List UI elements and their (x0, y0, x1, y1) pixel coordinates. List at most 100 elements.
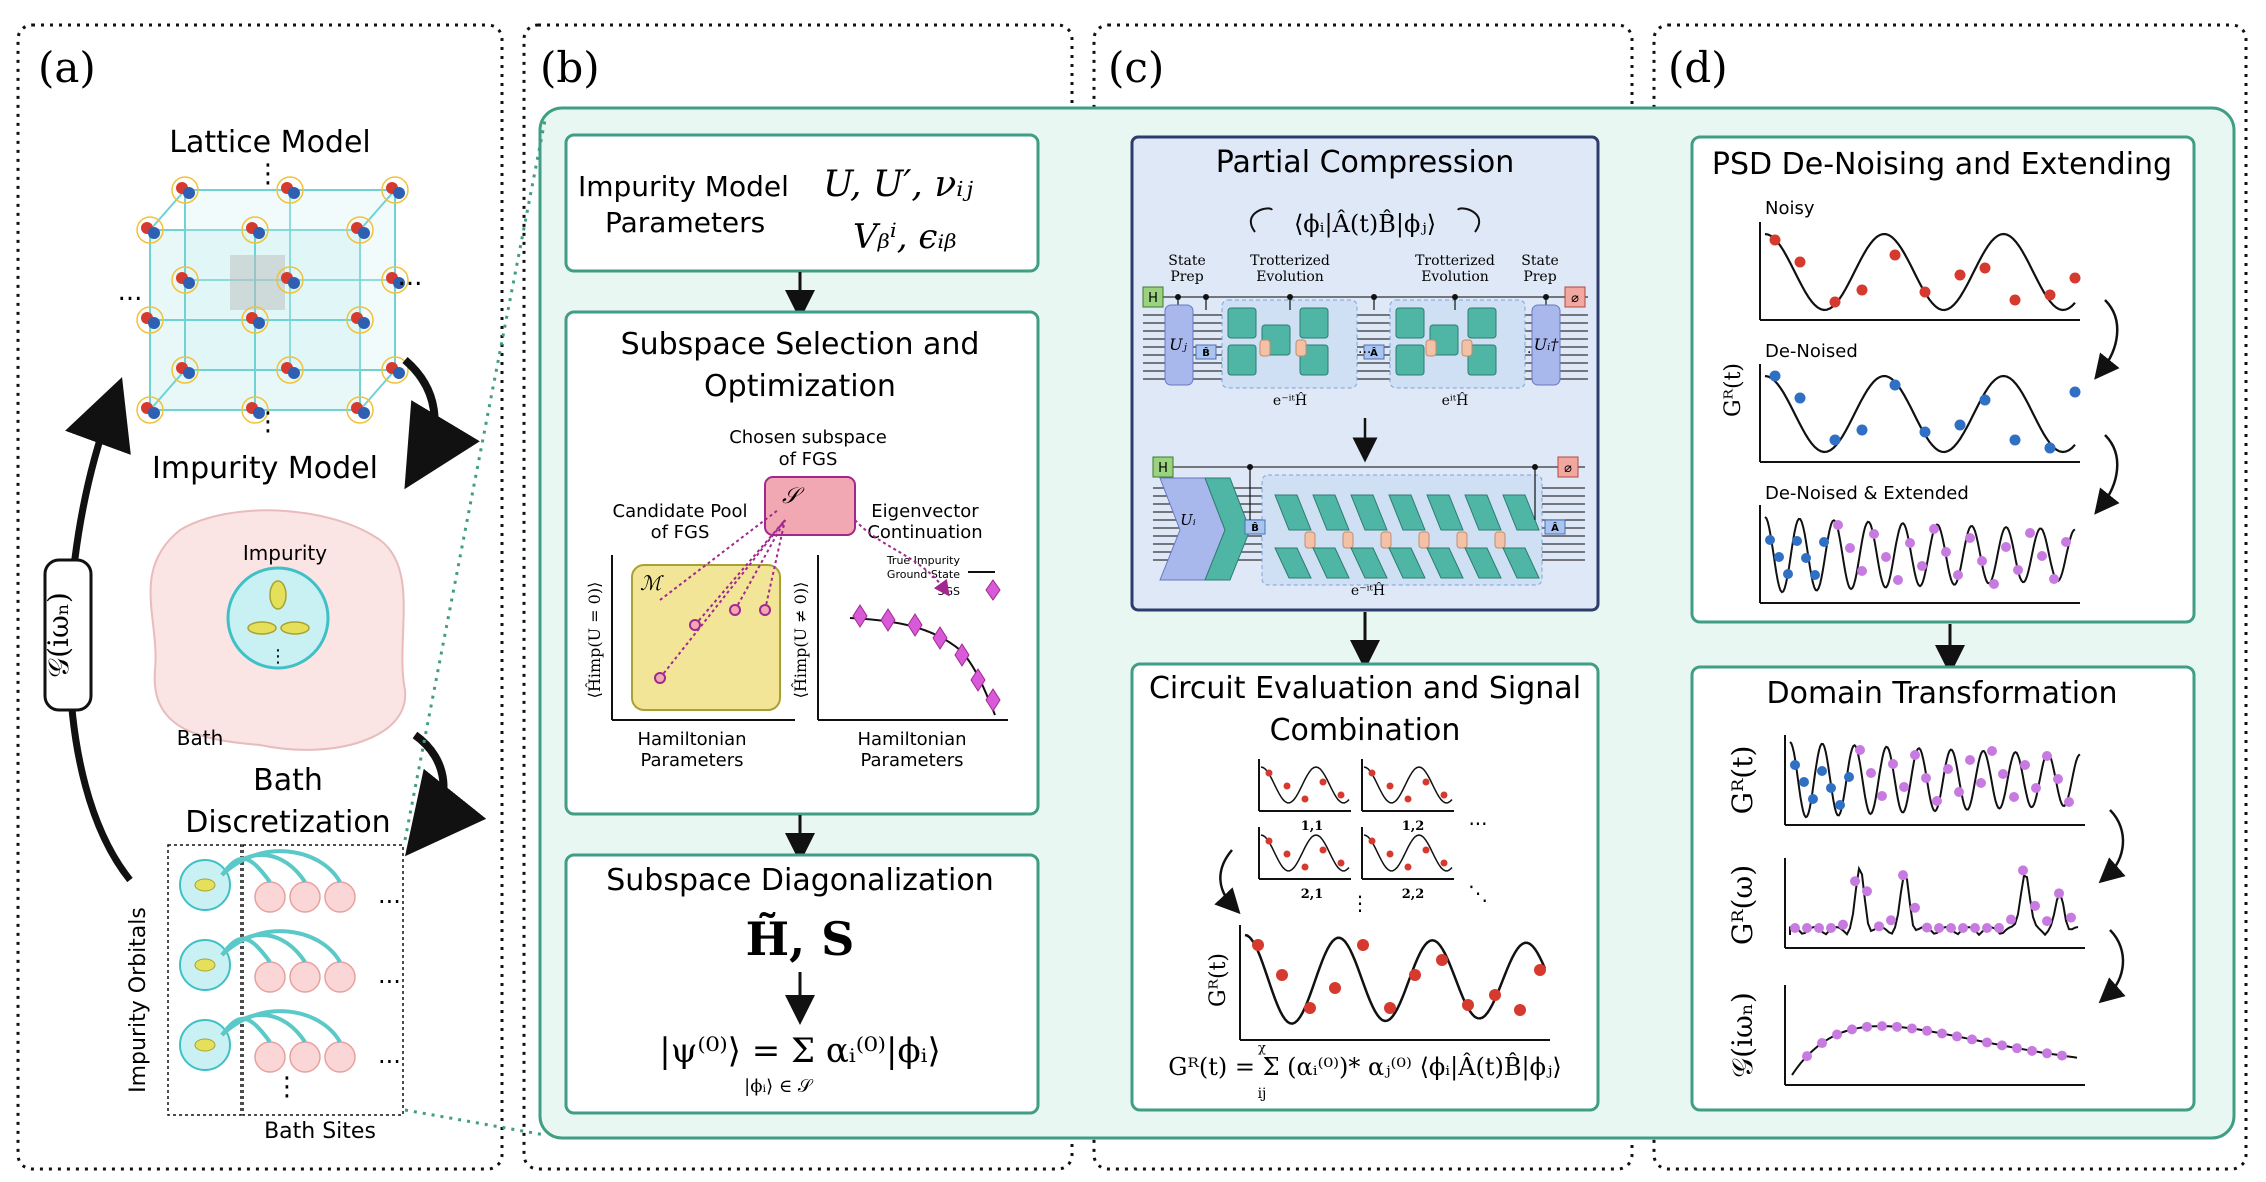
domain-time-blue (1817, 766, 1827, 776)
compressed-phase (1380, 531, 1392, 549)
trotter-phase-gate (1259, 339, 1271, 357)
psd-arrow-1 (2094, 299, 2120, 380)
compressed-gate (1312, 547, 1350, 579)
extended-violet-point (1893, 575, 1903, 585)
domain-matsubara-point (1937, 1028, 1947, 1039)
green-function-badge: 𝒢(iωₙ) (42, 558, 93, 712)
lattice-dots-right: ... (398, 262, 423, 292)
domain-matsubara-point (2012, 1043, 2022, 1054)
domain-plots (1784, 735, 2085, 1086)
panel-a-frame (16, 23, 504, 1171)
psd-arrow-2 (2094, 434, 2120, 515)
extended-violet-point (1953, 570, 1963, 580)
mini-signal-plots (1255, 755, 1456, 885)
partial-compression-title: Partial Compression (1216, 145, 1514, 180)
B-gate-bottom (1244, 519, 1266, 535)
mini-point (1337, 791, 1345, 799)
bath-row-dots: ... (378, 881, 401, 909)
A-gate-top (1363, 344, 1385, 360)
compressed-gate (1274, 494, 1312, 531)
extended-violet-point (2013, 565, 2023, 575)
bath-site-node (289, 961, 321, 993)
compressed-gate (1388, 494, 1426, 531)
circuit-top: B̂Â...... (1143, 294, 1588, 389)
ylabel-right: ⟨Ĥimp(U ≠ 0)⟩ (790, 582, 810, 699)
trotter-gate (1299, 307, 1329, 339)
bath-site-node (324, 1041, 356, 1073)
domain-time-violet (1899, 782, 1909, 792)
ylabel-left: ⟨Ĥimp(U = 0)⟩ (584, 582, 604, 699)
domain-time-blue (1790, 760, 1800, 770)
diag-sum-sub: |ϕᵢ⟩ ∈ 𝒮 (744, 1076, 814, 1097)
extended-blue-point (1810, 570, 1820, 580)
bath-row-dots: ... (378, 1041, 401, 1069)
domain-time-violet (1921, 773, 1931, 783)
atom-orbit (136, 396, 164, 424)
extended-violet-point (2037, 551, 2047, 561)
denoised-signal (1764, 374, 2076, 454)
Ui-dag-label: Uᵢ† (1534, 335, 1560, 354)
bath-disc-title-2: Discretization (185, 805, 390, 840)
atom-nucleus-blue (183, 187, 195, 199)
domain-matsubara-point (1922, 1025, 1932, 1036)
noisy-point (1769, 234, 1781, 246)
params-formula-2: Vᵦⁱ, ϵᵢᵦ (853, 217, 957, 257)
trotter-gate (1299, 344, 1329, 376)
domain-time-violet (2009, 792, 2019, 802)
domain-matsubara-point (1997, 1040, 2007, 1051)
domain-freq-point (1850, 876, 1860, 887)
atom-orbit (171, 176, 199, 204)
candidate-point (729, 604, 741, 616)
compressed-gate (1350, 494, 1388, 531)
gr-sum-bottom: ij (1258, 1086, 1267, 1102)
domain-gr-t-label: Gᴿ(t) (1726, 746, 1759, 815)
mini-point (1301, 795, 1309, 803)
noisy-point (1979, 262, 1991, 274)
mini-point (1386, 782, 1394, 790)
domain-freq-point (1826, 922, 1836, 933)
domain-gr-w-label: Gᴿ(ω) (1726, 865, 1759, 945)
lattice-dots-left: ... (118, 277, 143, 307)
trotter-gate (1227, 307, 1257, 339)
gr-point (1329, 982, 1341, 994)
lattice-dots-top: ⋮ (255, 159, 281, 189)
candidate-point (759, 604, 771, 616)
measure-gate-top (1564, 286, 1586, 308)
atom-orbit (381, 266, 409, 294)
atom-nucleus-blue (253, 407, 265, 419)
trotter-gate (1395, 344, 1425, 376)
extended-violet-point (1965, 533, 1975, 543)
impurity-orbitals-label: Impurity Orbitals (126, 907, 151, 1093)
eigenvector-1: Eigenvector (871, 501, 979, 522)
xlabel-right-2: Parameters (860, 750, 963, 771)
trotter-phase-gate (1295, 339, 1307, 357)
mini-point (1422, 778, 1430, 786)
domain-time-violet (1943, 764, 1953, 774)
noisy-plot-bg (1755, 220, 2085, 325)
candidate-pool-2: of FGS (651, 522, 710, 543)
mini-point (1301, 863, 1309, 871)
domain-time-violet (1910, 750, 1920, 760)
psd-title: PSD De-Noising and Extending (1712, 147, 2172, 182)
domain-time-violet (2064, 797, 2074, 807)
domain-time-violet (2042, 751, 2052, 761)
gr-combined-plot (1212, 920, 1557, 1048)
mini-point (1404, 795, 1412, 803)
bath-site-node (324, 881, 356, 913)
chosen-subspace-1: Chosen subspace (729, 427, 887, 448)
bath-sites-box (242, 844, 404, 1116)
mini-point (1368, 769, 1376, 777)
extended-violet-point (1977, 556, 1987, 566)
idx-11: 1,1 (1301, 819, 1324, 834)
noisy-point (1829, 296, 1841, 308)
gr-point (1534, 964, 1546, 976)
trotter-gate (1395, 307, 1425, 339)
evo-minus-bottom: e⁻ⁱᵗĤ (1351, 581, 1385, 599)
candidate-point (654, 672, 666, 684)
denoised-point (1856, 424, 1868, 436)
domain-time-blue (1826, 783, 1836, 793)
impurity-model-title: Impurity Model (152, 451, 378, 486)
candidate-pool-box (631, 564, 781, 711)
atom-nucleus-blue (358, 227, 370, 239)
